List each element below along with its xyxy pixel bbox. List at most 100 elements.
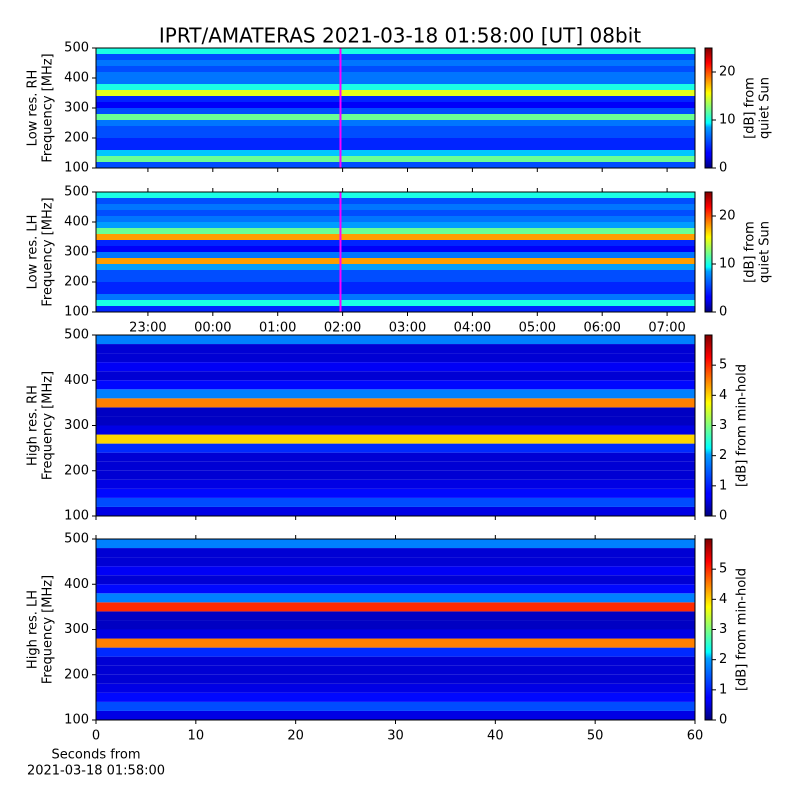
heat-cell <box>96 665 695 675</box>
heat-cell <box>96 270 695 276</box>
heat-cell <box>96 506 695 516</box>
x-tick-label: 03:00 <box>389 321 426 336</box>
heat-cell <box>96 344 695 354</box>
heat-cell <box>96 84 695 90</box>
heat-cell <box>96 132 695 138</box>
heat-cell <box>96 252 695 258</box>
heat-cell <box>96 114 695 120</box>
heat-cell <box>96 258 695 264</box>
heat-cell <box>96 548 695 558</box>
heat-cell <box>96 138 695 144</box>
colorbar-tick-label: 4 <box>719 592 727 607</box>
heat-cell <box>96 198 695 204</box>
heat-cell <box>96 204 695 210</box>
colorbar-tick-label: 3 <box>719 418 727 433</box>
heat-cell <box>96 497 695 507</box>
heat-cell <box>96 380 695 390</box>
heat-cell <box>96 389 695 399</box>
colorbar-tick-label: 0 <box>719 305 727 320</box>
y-tick-label: 500 <box>64 41 89 56</box>
heat-cell <box>96 620 695 630</box>
heat-cell <box>96 656 695 666</box>
x-tick-label: 06:00 <box>583 321 620 336</box>
heat-cell <box>96 192 695 198</box>
heat-cell <box>96 96 695 102</box>
heat-cell <box>96 162 695 168</box>
heat-cell <box>96 683 695 693</box>
heat-cell <box>96 276 695 282</box>
heat-cell <box>96 593 695 603</box>
y-tick-label: 500 <box>64 328 89 343</box>
heat-cell <box>96 294 695 300</box>
colorbar-tick-label: 10 <box>719 257 736 272</box>
x-tick-label: 40 <box>487 729 504 744</box>
x-tick-label: 00:00 <box>194 321 231 336</box>
colorbar-tick-label: 1 <box>719 682 727 697</box>
colorbar-label: [dB] from <box>743 221 758 283</box>
y-axis-label: High res. LH <box>26 590 41 669</box>
y-tick-label: 200 <box>64 463 89 478</box>
colorbar <box>704 47 713 169</box>
colorbar-tick-label: 20 <box>719 65 736 80</box>
heat-cell <box>96 288 695 294</box>
y-tick-label: 200 <box>64 275 89 290</box>
heat-cell <box>96 90 695 96</box>
x-tick-label: 10 <box>188 729 205 744</box>
colorbar-tick-label: 2 <box>719 652 727 667</box>
heat-cell <box>96 452 695 462</box>
x-tick-label: 02:00 <box>324 321 361 336</box>
y-tick-label: 500 <box>64 185 89 200</box>
heat-cell <box>96 264 695 270</box>
y-axis-label: Frequency [MHz] <box>41 371 56 480</box>
heat-cell <box>96 611 695 621</box>
x-tick-label: 60 <box>687 729 704 744</box>
heat-cell <box>96 362 695 372</box>
x-axis-label: Seconds from <box>51 748 140 763</box>
heat-cell <box>96 120 695 126</box>
heat-cell <box>96 371 695 381</box>
heat-cell <box>96 398 695 408</box>
heat-cell <box>96 638 695 648</box>
heat-cell <box>96 416 695 426</box>
heat-cell <box>96 150 695 156</box>
y-axis-label: Frequency [MHz] <box>41 575 56 684</box>
heat-cell <box>96 66 695 72</box>
heat-cell <box>96 300 695 306</box>
heat-cell <box>96 102 695 108</box>
colorbar-label: quiet Sun <box>758 77 773 139</box>
colorbar <box>704 191 713 313</box>
colorbar-label: quiet Sun <box>758 221 773 283</box>
heat-cell <box>96 156 695 162</box>
y-tick-label: 100 <box>64 509 89 524</box>
y-tick-label: 300 <box>64 101 89 116</box>
x-tick-label: 05:00 <box>519 321 556 336</box>
heat-cell <box>96 353 695 363</box>
heat-cell <box>96 222 695 228</box>
colorbar-tick-label: 4 <box>719 388 727 403</box>
y-tick-label: 400 <box>64 577 89 592</box>
heat-cell <box>96 407 695 417</box>
colorbar-tick-label: 3 <box>719 622 727 637</box>
colorbar-tick-label: 2 <box>719 448 727 463</box>
y-tick-label: 300 <box>64 418 89 433</box>
heat-cell <box>96 701 695 711</box>
heat-cell <box>96 54 695 60</box>
heat-cell <box>96 72 695 78</box>
heat-cell <box>96 629 695 639</box>
y-tick-label: 100 <box>64 713 89 728</box>
y-tick-label: 300 <box>64 245 89 260</box>
heat-cell <box>96 602 695 612</box>
heat-cell <box>96 539 695 549</box>
heat-cell <box>96 575 695 585</box>
y-tick-label: 100 <box>64 161 89 176</box>
chart-title: IPRT/AMATERAS 2021-03-18 01:58:00 [UT] 0… <box>159 24 641 48</box>
colorbar-tick-label: 20 <box>719 209 736 224</box>
heat-cell <box>96 692 695 702</box>
heat-cell <box>96 246 695 252</box>
y-tick-label: 100 <box>64 305 89 320</box>
heat-cell <box>96 306 695 312</box>
x-tick-label: 04:00 <box>454 321 491 336</box>
heat-cell <box>96 48 695 54</box>
x-tick-label: 23:00 <box>129 321 166 336</box>
